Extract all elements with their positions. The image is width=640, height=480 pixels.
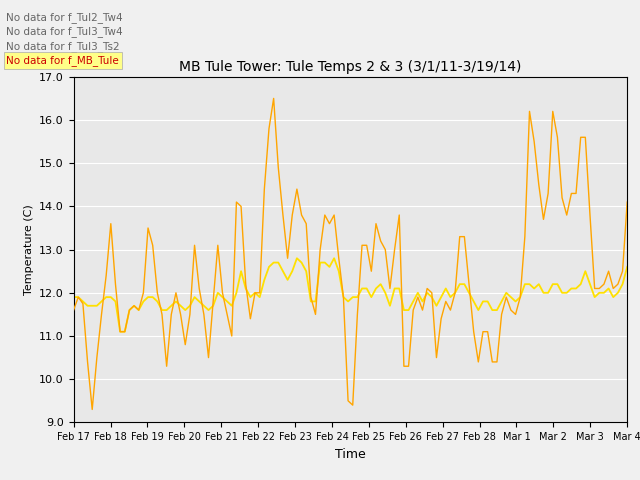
Text: No data for f_Tul3_Tw4: No data for f_Tul3_Tw4: [6, 26, 123, 37]
Title: MB Tule Tower: Tule Temps 2 & 3 (3/1/11-3/19/14): MB Tule Tower: Tule Temps 2 & 3 (3/1/11-…: [179, 60, 522, 74]
X-axis label: Time: Time: [335, 448, 366, 461]
Text: No data for f_Tul2_Tw4: No data for f_Tul2_Tw4: [6, 12, 123, 23]
Text: No data for f_Tul3_Ts2: No data for f_Tul3_Ts2: [6, 41, 120, 52]
Text: No data for f_MB_Tule: No data for f_MB_Tule: [6, 55, 119, 66]
Y-axis label: Temperature (C): Temperature (C): [24, 204, 33, 295]
